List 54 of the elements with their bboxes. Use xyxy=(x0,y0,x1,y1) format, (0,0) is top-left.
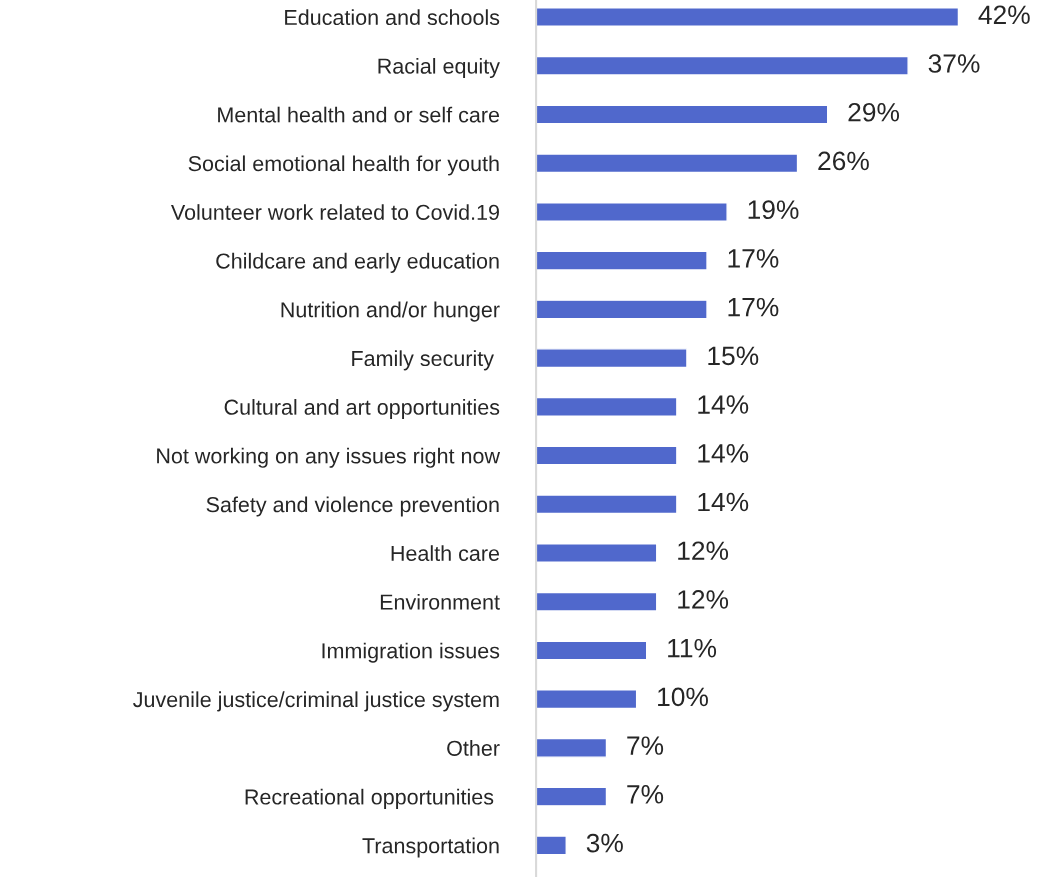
y-tick-label: Environment xyxy=(380,593,500,610)
bar xyxy=(536,835,567,856)
bar xyxy=(536,445,678,466)
y-tick-label: Not working on any issues right now xyxy=(157,447,501,468)
data-label: 17% xyxy=(728,297,779,317)
bar xyxy=(536,396,678,417)
bar xyxy=(536,689,638,710)
y-tick-label: Nutrition and/or hunger xyxy=(281,301,500,322)
y-tick-label: Cultural and art opportunities xyxy=(224,399,500,420)
y-tick-label: Childcare and early education xyxy=(216,252,499,273)
bar xyxy=(536,543,658,563)
bar xyxy=(536,7,960,28)
y-tick-label: Recreational opportunities xyxy=(245,788,494,809)
data-label: 29% xyxy=(848,102,900,122)
bar xyxy=(536,250,708,271)
y-tick-label: Safety and violence prevention xyxy=(206,496,499,517)
data-label: 26% xyxy=(818,151,869,171)
data-label: 14% xyxy=(698,444,749,463)
y-tick-label: Transportation xyxy=(362,837,499,858)
y-tick-label: Volunteer work related to Covid.19 xyxy=(171,204,499,220)
bar xyxy=(536,494,678,515)
y-tick-label: Juvenile justice/criminal justice system xyxy=(133,691,499,712)
data-label: 19% xyxy=(748,200,799,220)
data-label: 17% xyxy=(728,249,779,268)
y-tick-label: Family security xyxy=(352,350,494,371)
y-tick-label: Racial equity xyxy=(378,57,500,79)
bar xyxy=(536,640,648,661)
data-label: 37% xyxy=(928,54,980,73)
bar xyxy=(536,55,909,76)
y-tick-label: Social emotional health for youth xyxy=(188,155,499,176)
bar xyxy=(536,153,799,174)
data-label: 12% xyxy=(678,590,729,609)
bar xyxy=(536,786,608,807)
data-label: 10% xyxy=(658,687,708,707)
y-tick-label: Other xyxy=(447,740,500,756)
y-tick-label: Mental health and or self care xyxy=(218,106,500,123)
bar xyxy=(536,299,708,320)
data-label: 7% xyxy=(627,736,664,755)
y-tick-label: Health care xyxy=(391,545,500,562)
data-label: 14% xyxy=(698,395,749,414)
data-label: 14% xyxy=(698,492,749,512)
bar xyxy=(536,104,829,125)
y-tick-label: Education and schools xyxy=(285,9,500,26)
bar xyxy=(536,348,688,369)
bar xyxy=(536,591,658,612)
bar xyxy=(536,201,728,222)
data-label: 42% xyxy=(978,5,1030,25)
bar xyxy=(536,737,608,758)
data-label: 15% xyxy=(708,346,759,366)
data-label: 3% xyxy=(586,833,623,853)
data-label: 12% xyxy=(678,541,729,560)
data-label: 7% xyxy=(627,785,664,804)
data-label: 11% xyxy=(668,638,717,658)
y-tick-label: Immigration issues xyxy=(322,642,500,663)
